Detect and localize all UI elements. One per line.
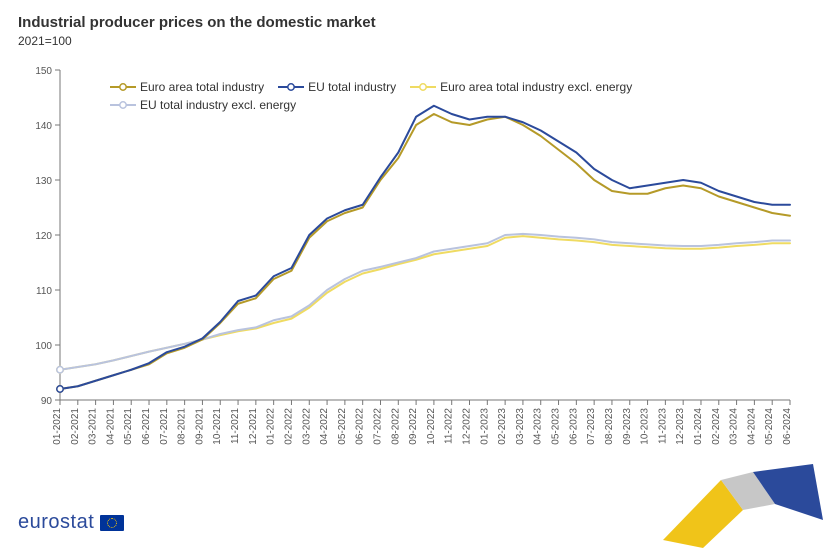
- x-tick-label: 03-2021: [88, 408, 99, 445]
- x-tick-label: 08-2021: [177, 408, 188, 445]
- legend-label: Euro area total industry excl. energy: [440, 80, 632, 94]
- x-tick-label: 02-2021: [70, 408, 81, 445]
- x-tick-label: 10-2023: [640, 408, 651, 445]
- x-tick-label: 12-2022: [462, 408, 473, 445]
- x-tick-label: 04-2021: [105, 408, 116, 445]
- x-tick-label: 01-2023: [479, 408, 490, 445]
- x-tick-label: 04-2023: [533, 408, 544, 445]
- legend-item: Euro area total industry excl. energy: [410, 80, 632, 94]
- x-tick-label: 07-2022: [372, 408, 383, 445]
- x-tick-label: 09-2021: [194, 408, 205, 445]
- x-tick-label: 07-2021: [159, 408, 170, 445]
- series-marker: [57, 386, 63, 392]
- y-tick-label: 100: [35, 341, 52, 352]
- x-tick-label: 08-2022: [390, 408, 401, 445]
- legend-item: EU total industry: [278, 80, 396, 94]
- chart-container: Industrial producer prices on the domest…: [0, 0, 823, 550]
- y-tick-label: 150: [35, 66, 52, 77]
- y-tick-label: 90: [41, 396, 53, 407]
- chart-legend: Euro area total industry EU total indust…: [110, 80, 632, 116]
- x-tick-label: 12-2021: [248, 408, 259, 445]
- legend-marker-icon: [110, 81, 136, 93]
- x-tick-label: 01-2022: [266, 408, 277, 445]
- x-tick-label: 05-2021: [123, 408, 134, 445]
- x-tick-label: 12-2023: [675, 408, 686, 445]
- x-tick-label: 07-2023: [586, 408, 597, 445]
- legend-item: EU total industry excl. energy: [110, 98, 296, 112]
- x-tick-label: 05-2023: [551, 408, 562, 445]
- x-tick-label: 02-2022: [283, 408, 294, 445]
- x-tick-label: 06-2021: [141, 408, 152, 445]
- x-tick-label: 09-2023: [622, 408, 633, 445]
- x-tick-label: 01-2024: [693, 408, 704, 445]
- swoosh-icon: [643, 460, 823, 550]
- x-tick-label: 02-2024: [711, 408, 722, 445]
- legend-label: EU total industry excl. energy: [140, 98, 296, 112]
- footer: eurostat: [18, 511, 124, 534]
- x-tick-label: 06-2022: [355, 408, 366, 445]
- y-tick-label: 110: [36, 286, 52, 297]
- x-tick-label: 09-2022: [408, 408, 419, 445]
- x-tick-label: 11-2021: [230, 408, 241, 444]
- legend-item: Euro area total industry: [110, 80, 264, 94]
- y-tick-label: 130: [35, 176, 52, 187]
- x-tick-label: 05-2022: [337, 408, 348, 445]
- series-line: [60, 236, 790, 370]
- x-tick-label: 11-2023: [657, 408, 668, 444]
- x-tick-label: 03-2023: [515, 408, 526, 445]
- x-tick-label: 04-2022: [319, 408, 330, 445]
- brand-text: eurostat: [18, 511, 94, 534]
- x-tick-label: 02-2023: [497, 408, 508, 445]
- x-tick-label: 11-2022: [444, 408, 455, 444]
- eu-flag-icon: [100, 515, 124, 531]
- series-line: [60, 234, 790, 370]
- legend-marker-icon: [410, 81, 436, 93]
- legend-marker-icon: [110, 99, 136, 111]
- y-tick-label: 120: [35, 231, 52, 242]
- y-tick-label: 140: [35, 121, 52, 132]
- x-tick-label: 01-2021: [52, 408, 63, 445]
- x-tick-label: 10-2021: [212, 408, 223, 445]
- x-tick-label: 04-2024: [746, 408, 757, 445]
- x-tick-label: 03-2022: [301, 408, 312, 445]
- x-tick-label: 08-2023: [604, 408, 615, 445]
- legend-label: Euro area total industry: [140, 80, 264, 94]
- x-tick-label: 06-2024: [782, 408, 793, 445]
- legend-label: EU total industry: [308, 80, 396, 94]
- x-tick-label: 06-2023: [568, 408, 579, 445]
- legend-marker-icon: [278, 81, 304, 93]
- series-marker: [57, 367, 63, 373]
- x-tick-label: 03-2024: [729, 408, 740, 445]
- x-tick-label: 10-2022: [426, 408, 437, 445]
- x-tick-label: 05-2024: [764, 408, 775, 445]
